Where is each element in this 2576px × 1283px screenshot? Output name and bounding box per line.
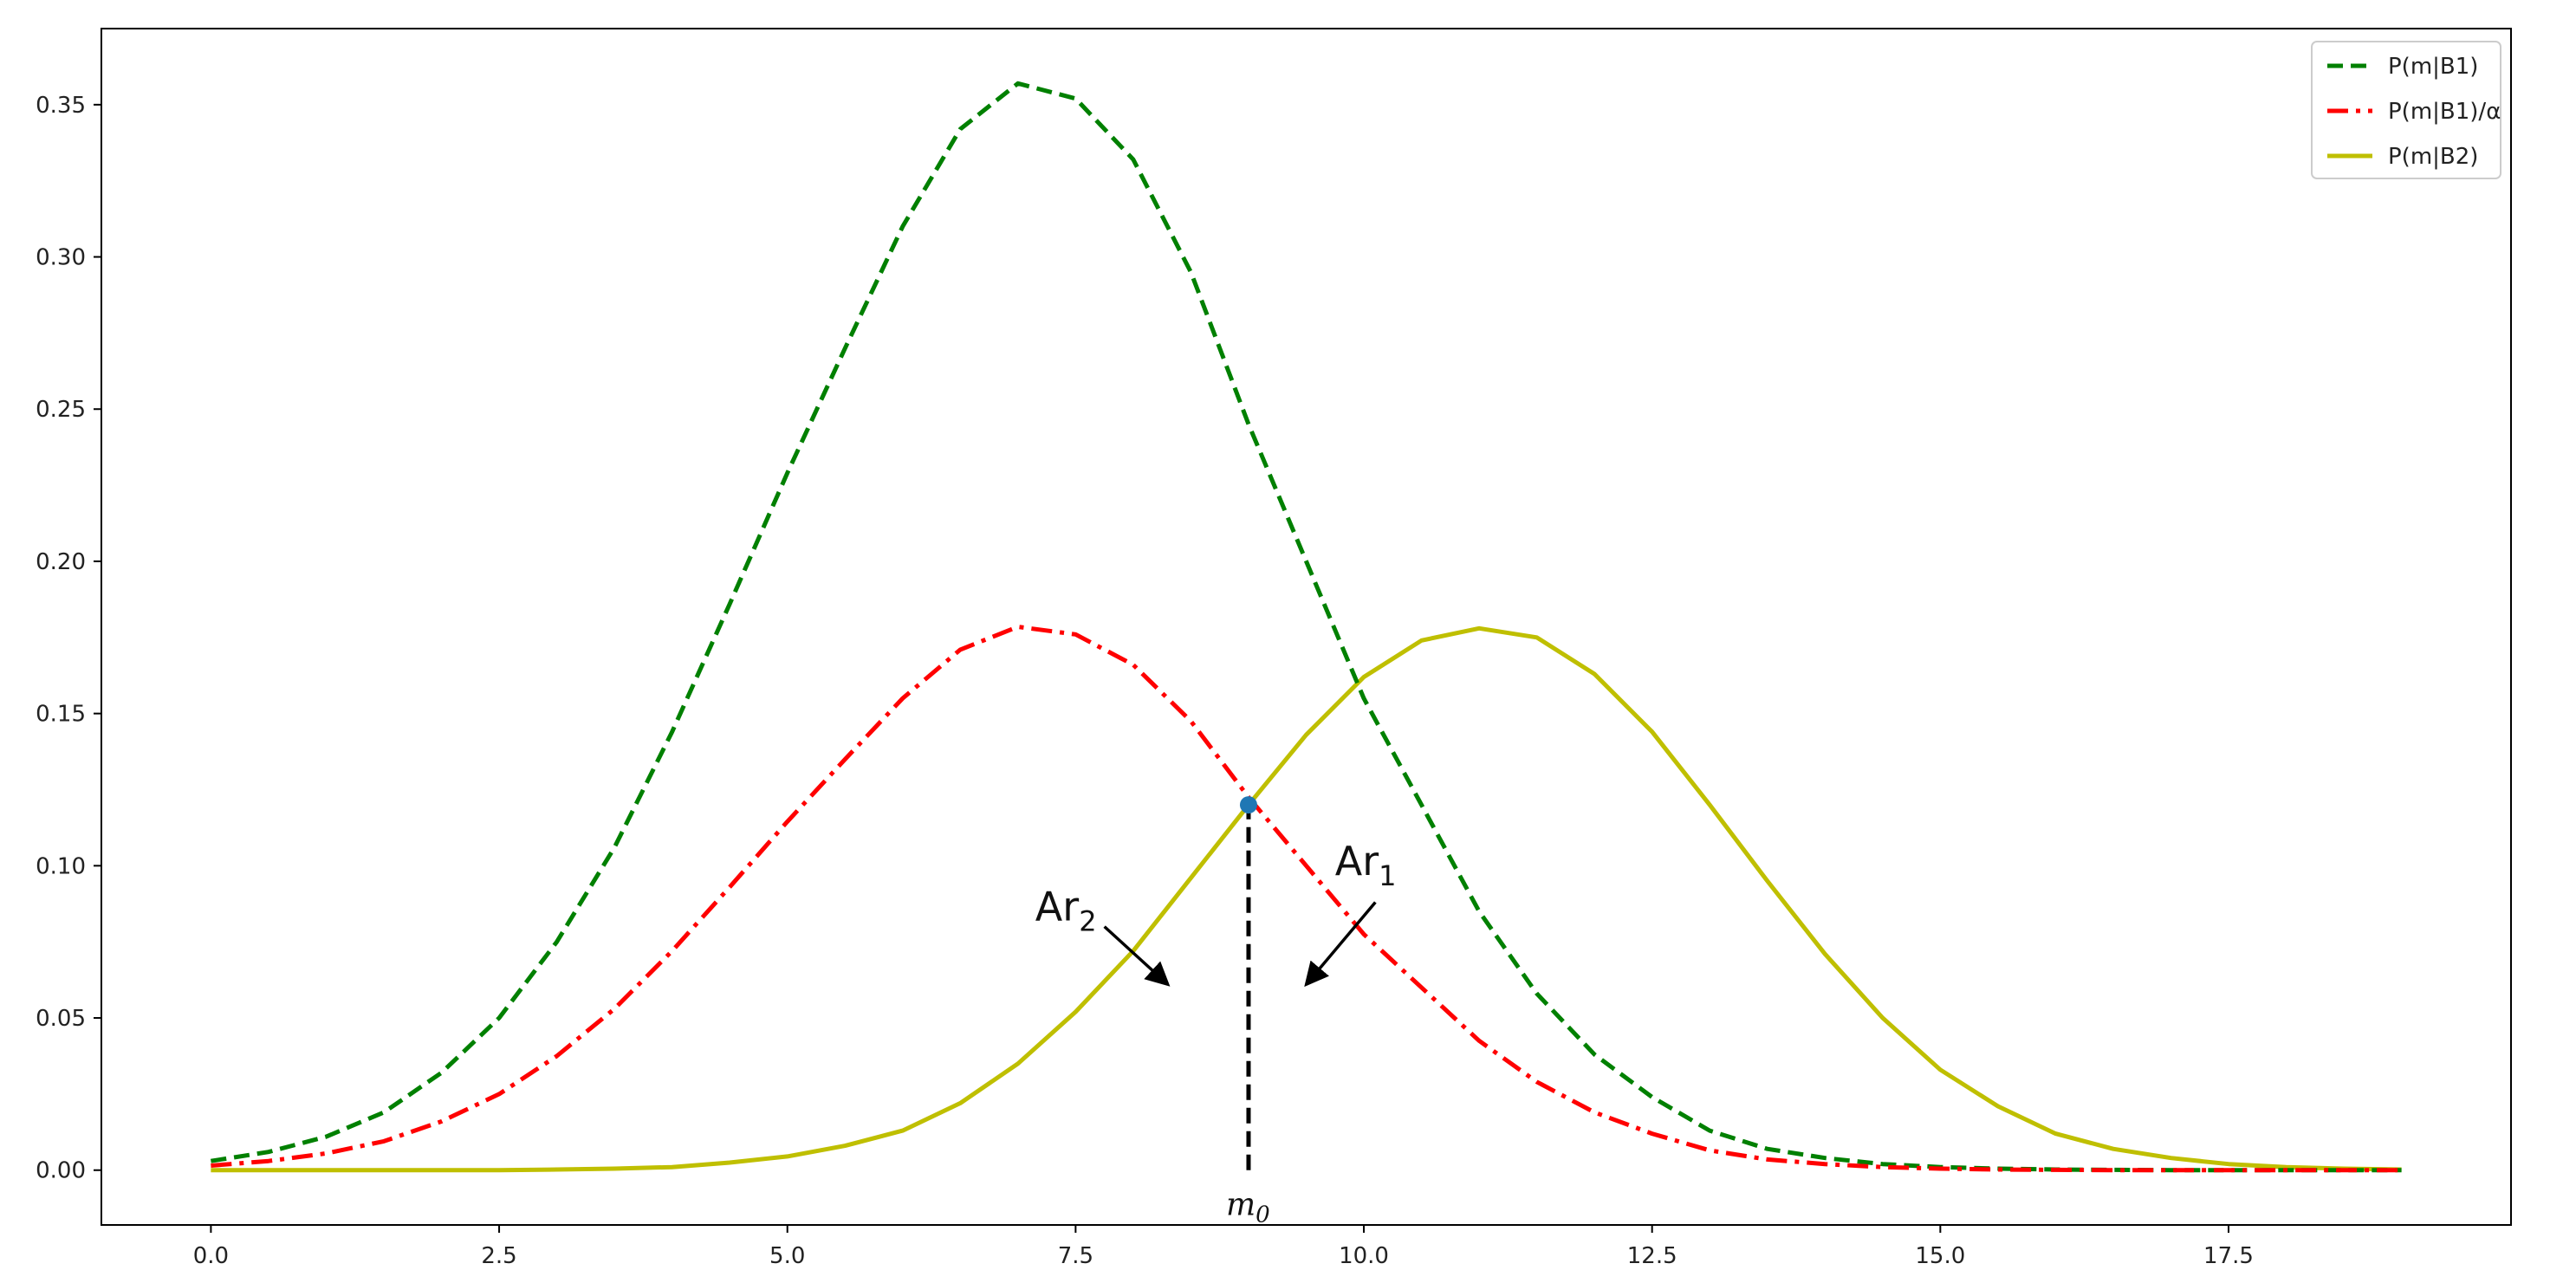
x-tick-label: 15.0 [1915, 1243, 1965, 1269]
annotation-label-main: Ar [1335, 838, 1379, 884]
plot-frame [101, 28, 2512, 1226]
x-tick-label: 5.0 [769, 1243, 805, 1269]
x-tick-label: 7.5 [1058, 1243, 1093, 1269]
intersection-point [1239, 796, 1257, 814]
y-tick-label: 0.15 [36, 702, 86, 728]
series-layer [211, 81, 2402, 1173]
y-tick-label: 0.20 [36, 549, 86, 575]
y-tick-label: 0.05 [36, 1006, 86, 1032]
m0-label-main: m [1226, 1188, 1256, 1223]
annotation-label-sub: 2 [1079, 905, 1096, 938]
annotation-arrow-1 [1103, 925, 1171, 987]
annotation-label-main: Ar [1035, 884, 1079, 930]
y-tick-label: 0.30 [36, 245, 86, 271]
annotation-label-sub: 1 [1379, 859, 1396, 892]
annotation-label-2: Ar1 [1335, 838, 1397, 892]
legend-label-1: P(m|B1) [2388, 54, 2478, 80]
x-tick-label: 2.5 [481, 1243, 516, 1269]
annotation-arrow-2 [1304, 901, 1377, 988]
legend-box [2311, 41, 2501, 179]
m0-label: m0 [1226, 1188, 1270, 1228]
y-tick-label: 0.35 [36, 93, 86, 119]
y-tick-label: 0.10 [36, 853, 86, 879]
series-line-1 [211, 81, 2402, 1173]
series-line-3 [211, 625, 2402, 1173]
x-tick-label: 0.0 [193, 1243, 229, 1269]
m0-label-sub: 0 [1256, 1202, 1270, 1228]
annotation-label-1: Ar2 [1035, 884, 1097, 938]
axes-layer: 0.0 2.5 5.0 7.5 10.0 12.5 15.0 17.5 0.00 0.05 0.10… [36, 28, 2512, 1269]
x-tick-label: 17.5 [2203, 1243, 2254, 1269]
x-tick-label: 10.0 [1339, 1243, 1389, 1269]
y-tick-label: 0.25 [36, 397, 86, 423]
series-line-2 [211, 625, 2402, 1173]
legend-label-3: P(m|B2) [2388, 144, 2478, 170]
legend: P(m|B1) P(m|B1)/α P(m|B2) [2311, 41, 2501, 179]
y-tick-label: 0.00 [36, 1158, 86, 1184]
legend-label-2: P(m|B1)/α [2388, 99, 2501, 125]
x-tick-label: 12.5 [1627, 1243, 1677, 1269]
